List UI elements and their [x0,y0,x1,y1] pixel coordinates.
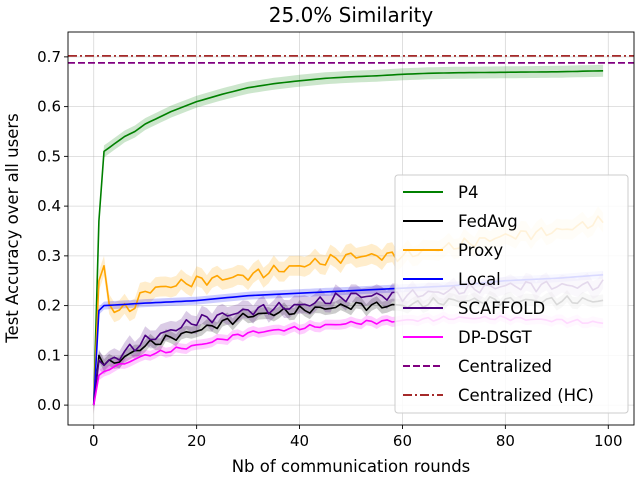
x-tick-label: 0 [89,432,99,450]
legend-label-fedavg: FedAvg [458,212,518,231]
x-axis-label: Nb of communication rounds [232,457,471,476]
legend-label-centralized: Centralized [458,357,552,376]
chart-title: 25.0% Similarity [269,3,434,27]
y-tick-label: 0.4 [37,197,61,215]
legend-label-p4: P4 [458,183,478,202]
series-scaffold-band [93,270,604,415]
series-p4-line [92,70,604,406]
legend-label-local: Local [458,270,501,289]
legend-label-dp-dsgt: DP-DSGT [458,328,533,347]
series-dp-dsgt-band [93,310,604,411]
y-tick-label: 0.2 [37,297,61,315]
y-tick-label: 0.0 [37,396,61,414]
y-tick-label: 0.1 [37,346,61,364]
x-tick-label: 80 [496,432,515,450]
series-fedavg-band [93,290,604,412]
y-tick-label: 0.7 [37,48,61,66]
legend-box [394,174,629,414]
y-axis-label: Test Accuracy over all users [3,113,22,343]
legend-label-scaffold: SCAFFOLD [458,299,545,318]
tick-layer: 0 20 40 60 80 100 0.0 0.1 0.2 0.3 0.4 0.5 0.6 0.7 [37,48,622,450]
legend: P4 FedAvg Proxy Local SCAFFOLD DP-DSGT Central… [394,174,629,414]
y-tick-label: 0.5 [37,147,61,165]
x-tick-label: 100 [594,432,623,450]
x-tick-label: 60 [393,432,412,450]
y-tick-label: 0.6 [37,98,61,116]
y-tick-label: 0.3 [37,247,61,265]
x-tick-label: 40 [290,432,309,450]
legend-label-centralized-hc: Centralized (HC) [458,386,594,405]
x-tick-label: 20 [187,432,206,450]
legend-label-proxy: Proxy [458,241,503,260]
plot-frame [67,31,635,426]
